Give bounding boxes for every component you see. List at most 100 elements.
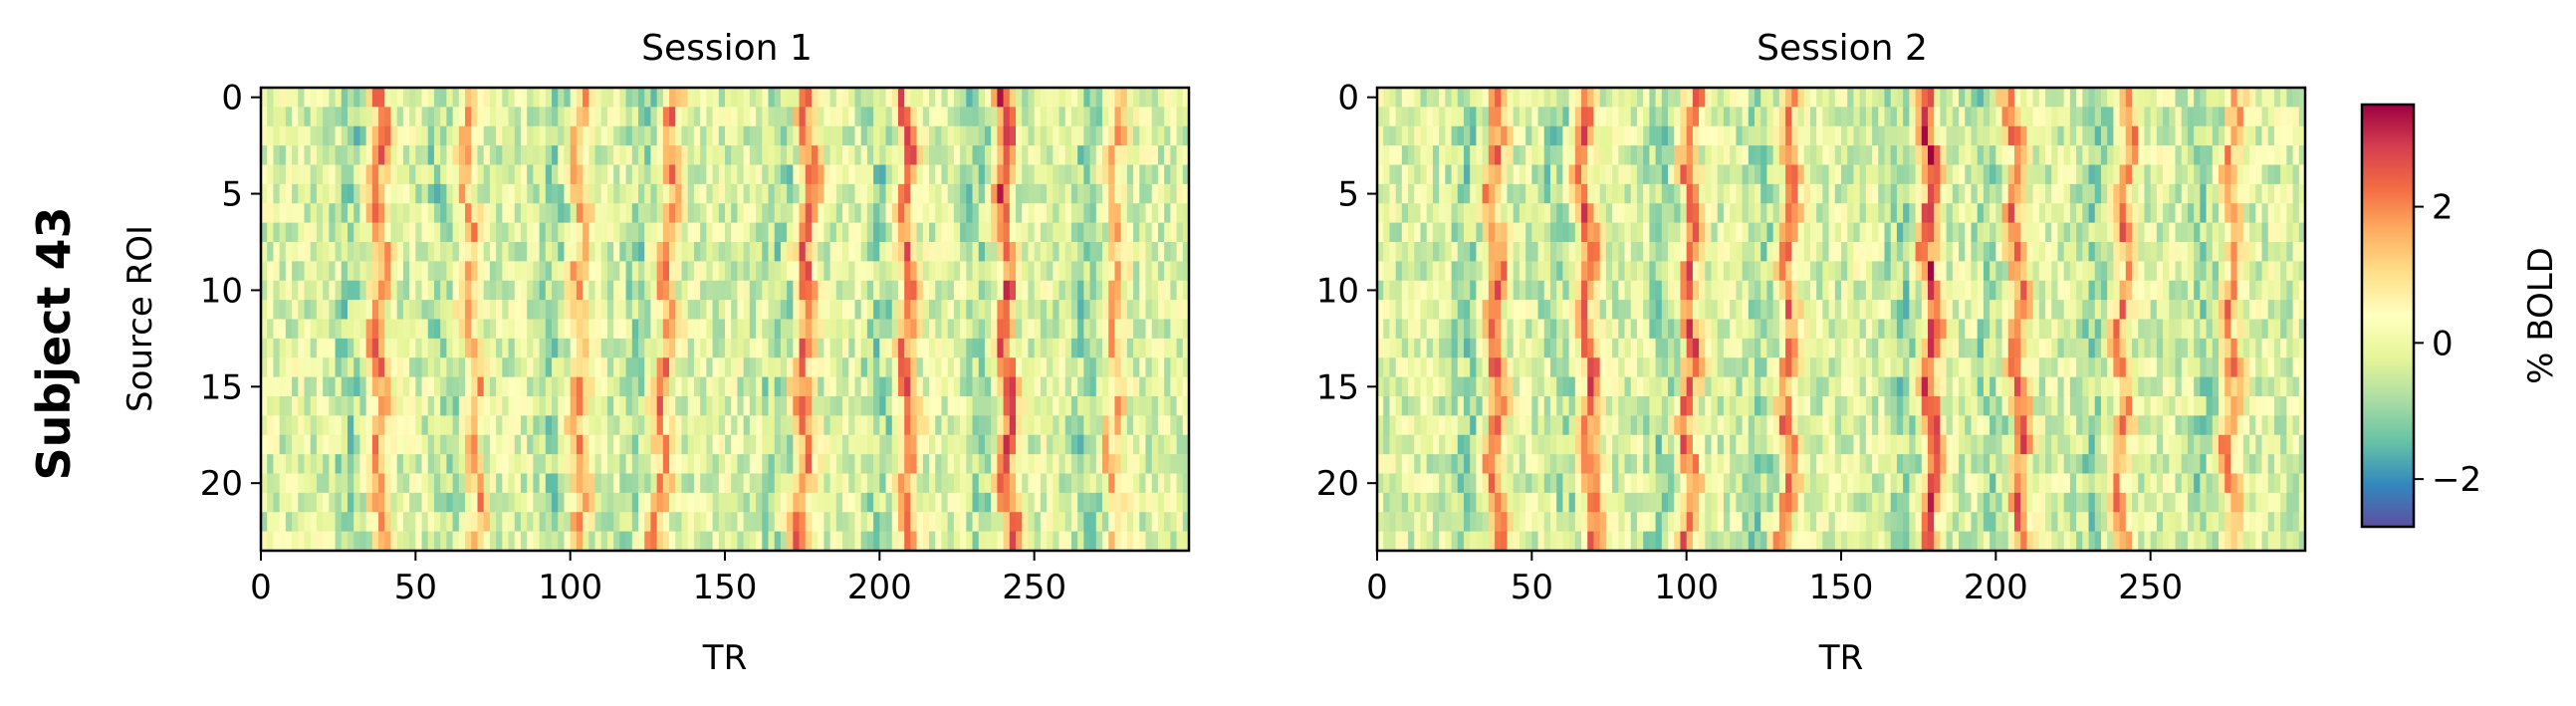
heatmap-cell (458, 125, 466, 146)
heatmap-cell (1120, 531, 1128, 552)
heatmap-cell (823, 357, 831, 378)
heatmap-cell (545, 107, 553, 127)
heatmap-cell (1927, 203, 1935, 224)
heatmap-cell (687, 376, 695, 397)
heatmap-cell (1003, 88, 1011, 108)
heatmap-cell (2236, 125, 2244, 146)
heatmap-cell (452, 357, 460, 378)
heatmap-cell (409, 145, 416, 166)
heatmap-cell (662, 164, 670, 185)
heatmap-cell (1182, 145, 1190, 166)
heatmap-cell (811, 338, 819, 358)
heatmap-cell (687, 434, 695, 455)
heatmap-cell (2206, 222, 2214, 243)
heatmap-cell (1853, 145, 1861, 166)
heatmap-cell (2273, 88, 2281, 108)
heatmap-cell (984, 319, 992, 340)
heatmap-cell (588, 261, 596, 282)
heatmap-cell (396, 434, 404, 455)
heatmap-cell (1016, 88, 1023, 108)
heatmap-cell (818, 125, 825, 146)
heatmap-cell (873, 415, 880, 436)
heatmap-cell (440, 107, 447, 127)
heatmap-cell (935, 300, 943, 321)
heatmap-cell (384, 319, 392, 340)
heatmap-cell (1865, 125, 1873, 146)
heatmap-cell (2219, 125, 2225, 146)
heatmap-cell (966, 125, 974, 146)
heatmap-cell (409, 242, 416, 262)
heatmap-cell (1151, 280, 1159, 301)
heatmap-cell (365, 203, 373, 224)
heatmap-cell (1995, 107, 2003, 127)
heatmap-cell (1562, 183, 1570, 204)
heatmap-cell (477, 512, 485, 533)
heatmap-cell (378, 261, 385, 282)
heatmap-cell (1064, 454, 1072, 475)
heatmap-cell (2051, 183, 2059, 204)
heatmap-cell (1120, 183, 1128, 204)
heatmap-cell (446, 203, 454, 224)
heatmap-cell (1717, 107, 1725, 127)
heatmap-cell (267, 222, 275, 243)
heatmap-cell (1083, 338, 1091, 358)
heatmap-cell (1618, 242, 1626, 262)
heatmap-cell (520, 280, 528, 301)
heatmap-cell (1003, 531, 1011, 552)
heatmap-cell (1495, 183, 1502, 204)
heatmap-cell (520, 415, 528, 436)
heatmap-cell (706, 415, 714, 436)
heatmap-cell (1513, 107, 1521, 127)
heatmap-cell (818, 415, 825, 436)
heatmap-cell (1108, 107, 1116, 127)
heatmap-cell (594, 203, 602, 224)
heatmap-cell (1003, 434, 1011, 455)
heatmap-cell (502, 512, 510, 533)
heatmap-cell (2181, 107, 2189, 127)
heatmap-cell (1965, 107, 1973, 127)
heatmap-cell (1070, 261, 1078, 282)
heatmap-cell (941, 473, 949, 494)
heatmap-cell (835, 107, 843, 127)
heatmap-cell (1927, 183, 1935, 204)
heatmap-cell (675, 357, 683, 378)
heatmap-cell (452, 145, 460, 166)
heatmap-cell (415, 280, 423, 301)
heatmap-cell (285, 454, 293, 475)
heatmap-cell (452, 242, 460, 262)
heatmap-cell (997, 222, 1005, 243)
heatmap-cell (2230, 88, 2238, 108)
heatmap-cell (953, 203, 961, 224)
heatmap-cell (1053, 261, 1060, 282)
heatmap-cell (749, 454, 757, 475)
heatmap-cell (1977, 125, 1985, 146)
heatmap-cell (539, 107, 547, 127)
heatmap-cell (514, 357, 522, 378)
heatmap-cell (2045, 222, 2052, 243)
heatmap-cell (700, 415, 707, 436)
heatmap-cell (514, 183, 522, 204)
heatmap-cell (427, 434, 435, 455)
heatmap-cell (1164, 88, 1171, 108)
heatmap-cell (2032, 222, 2040, 243)
heatmap-cell (415, 242, 423, 262)
heatmap-cell (991, 145, 998, 166)
heatmap-cell (1457, 242, 1465, 262)
heatmap-cell (854, 415, 862, 436)
heatmap-cell (1755, 125, 1761, 146)
heatmap-cell (508, 492, 516, 513)
heatmap-cell (1077, 434, 1084, 455)
heatmap-cell (316, 300, 324, 321)
heatmap-cell (371, 300, 379, 321)
heatmap-cell (421, 164, 429, 185)
heatmap-cell (1946, 107, 1954, 127)
heatmap-cell (489, 512, 497, 533)
heatmap-cell (2163, 125, 2170, 146)
heatmap-cell (533, 512, 541, 533)
heatmap-cell (433, 300, 441, 321)
heatmap-cell (743, 454, 751, 475)
heatmap-cell (1157, 242, 1165, 262)
heatmap-cell (1723, 164, 1731, 185)
heatmap-cell (2242, 164, 2250, 185)
heatmap-cell (347, 145, 354, 166)
